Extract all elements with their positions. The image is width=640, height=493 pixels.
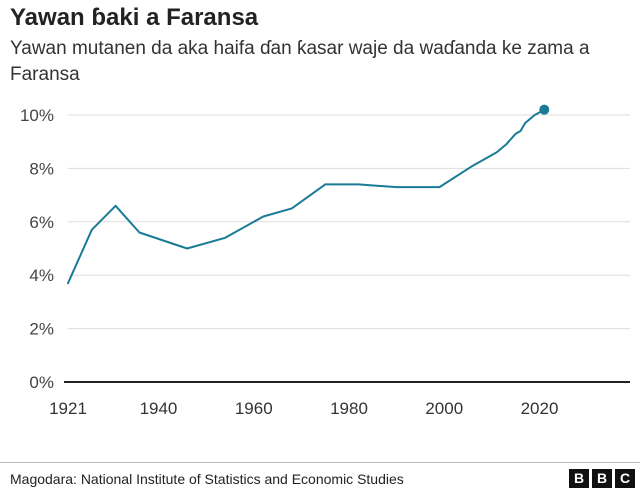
y-gridlines (68, 114, 630, 330)
series-group (67, 104, 550, 285)
source-note: Magodara: National Institute of Statisti… (10, 471, 404, 487)
bbc-logo: B B C (569, 469, 635, 488)
y-tick-label: 4% (29, 266, 54, 285)
x-tick-label: 2000 (425, 399, 463, 418)
logo-letter-b2: B (592, 469, 612, 488)
footer-divider (0, 462, 640, 463)
y-tick-label: 6% (29, 213, 54, 232)
chart-subtitle: Yawan mutanen da aka haifa ɗan ƙasar waj… (10, 38, 590, 85)
y-axis-tick-labels: 0% 2% 4% 6% 8% 10% (20, 106, 54, 392)
x-tick-label: 1940 (140, 399, 178, 418)
series-end-marker (539, 104, 550, 115)
line-chart: 0% 2% 4% 6% 8% 10% 1921 1940 1960 1980 2000 2020 (20, 104, 630, 418)
y-tick-label: 0% (29, 373, 54, 392)
x-tick-label: 1960 (235, 399, 273, 418)
x-tick-label: 1921 (49, 399, 87, 418)
x-tick-label: 1980 (330, 399, 368, 418)
series-line-0 (67, 108, 546, 285)
logo-letter-c: C (615, 469, 635, 488)
x-axis-tick-labels: 1921 1940 1960 1980 2000 2020 (49, 399, 558, 418)
y-tick-label: 8% (29, 159, 54, 178)
chart-title: Yawan ɓaki a Faransa (10, 4, 259, 31)
x-tick-label: 2020 (521, 399, 559, 418)
y-tick-label: 2% (29, 320, 54, 339)
y-tick-label: 10% (20, 106, 54, 125)
logo-letter-b1: B (569, 469, 589, 488)
